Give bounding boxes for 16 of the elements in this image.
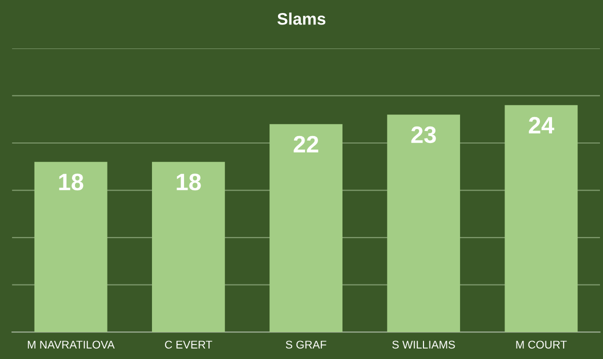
bar [152,162,225,332]
bar [34,162,108,332]
x-tick-label: S WILLIAMS [392,340,455,349]
data-label: 18 [59,174,84,190]
chart-title: Slams [277,12,326,25]
bar [270,124,342,332]
data-label: 24 [528,116,554,134]
bar [504,105,578,332]
data-label: 23 [411,126,436,144]
x-tick-label: S GRAF [286,340,326,349]
data-label: 22 [294,136,318,152]
x-tick-label: C EVERT [165,340,212,349]
x-tick-label: M NAVRATILOVA [28,340,115,349]
x-tick-label: M COURT [516,340,567,349]
bar [387,114,460,332]
data-label: 18 [176,174,201,190]
